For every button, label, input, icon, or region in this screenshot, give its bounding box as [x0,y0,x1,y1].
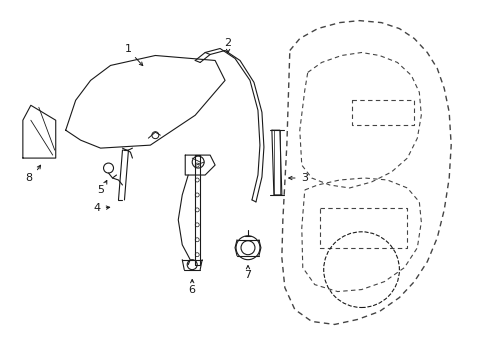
Text: 7: 7 [245,270,251,280]
Text: 5: 5 [97,185,104,195]
Text: 6: 6 [189,284,196,294]
Text: 3: 3 [301,173,308,183]
Text: 1: 1 [125,44,132,54]
Text: 4: 4 [93,203,100,213]
Text: 2: 2 [224,37,232,48]
Text: 8: 8 [25,173,32,183]
